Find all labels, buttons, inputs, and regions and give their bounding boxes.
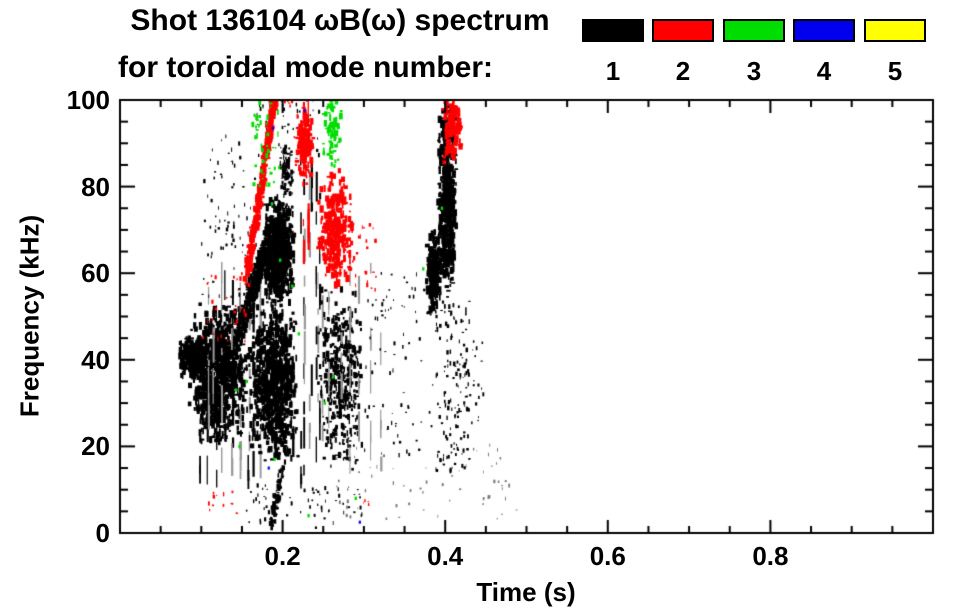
- legend-swatch-mode-5: [864, 19, 926, 42]
- legend-swatch-mode-1: [582, 19, 644, 42]
- legend-label-mode-4: 4: [816, 56, 832, 86]
- y-tick-label-60: 60: [81, 258, 110, 289]
- legend-label-mode-3: 3: [746, 56, 762, 86]
- y-tick-label-0: 0: [95, 518, 110, 548]
- y-axis-title: Frequency (kHz): [14, 214, 45, 418]
- legend-label-mode-2: 2: [675, 56, 691, 86]
- x-axis-title: Time (s): [476, 577, 576, 607]
- x-tick-label-0.8: 0.8: [752, 541, 789, 571]
- legend-swatch-mode-4: [793, 19, 855, 42]
- x-tick-label-0.2: 0.2: [264, 541, 301, 571]
- x-tick-label-0.6: 0.6: [589, 541, 626, 571]
- legend-swatch-mode-3: [723, 19, 785, 42]
- y-tick-label-100: 100: [66, 85, 110, 115]
- y-tick-label-40: 40: [81, 344, 110, 375]
- y-tick-label-20: 20: [81, 431, 110, 462]
- x-tick-label-0.4: 0.4: [427, 541, 464, 571]
- chart-title: Shot 136104 ωB(ω) spectrum: [130, 4, 550, 37]
- y-tick-label-80: 80: [81, 171, 110, 202]
- legend-swatch-mode-2: [652, 19, 714, 42]
- chart-subtitle: for toroidal mode number:: [118, 51, 493, 84]
- legend-label-mode-1: 1: [605, 56, 621, 86]
- legend-label-mode-5: 5: [887, 56, 903, 86]
